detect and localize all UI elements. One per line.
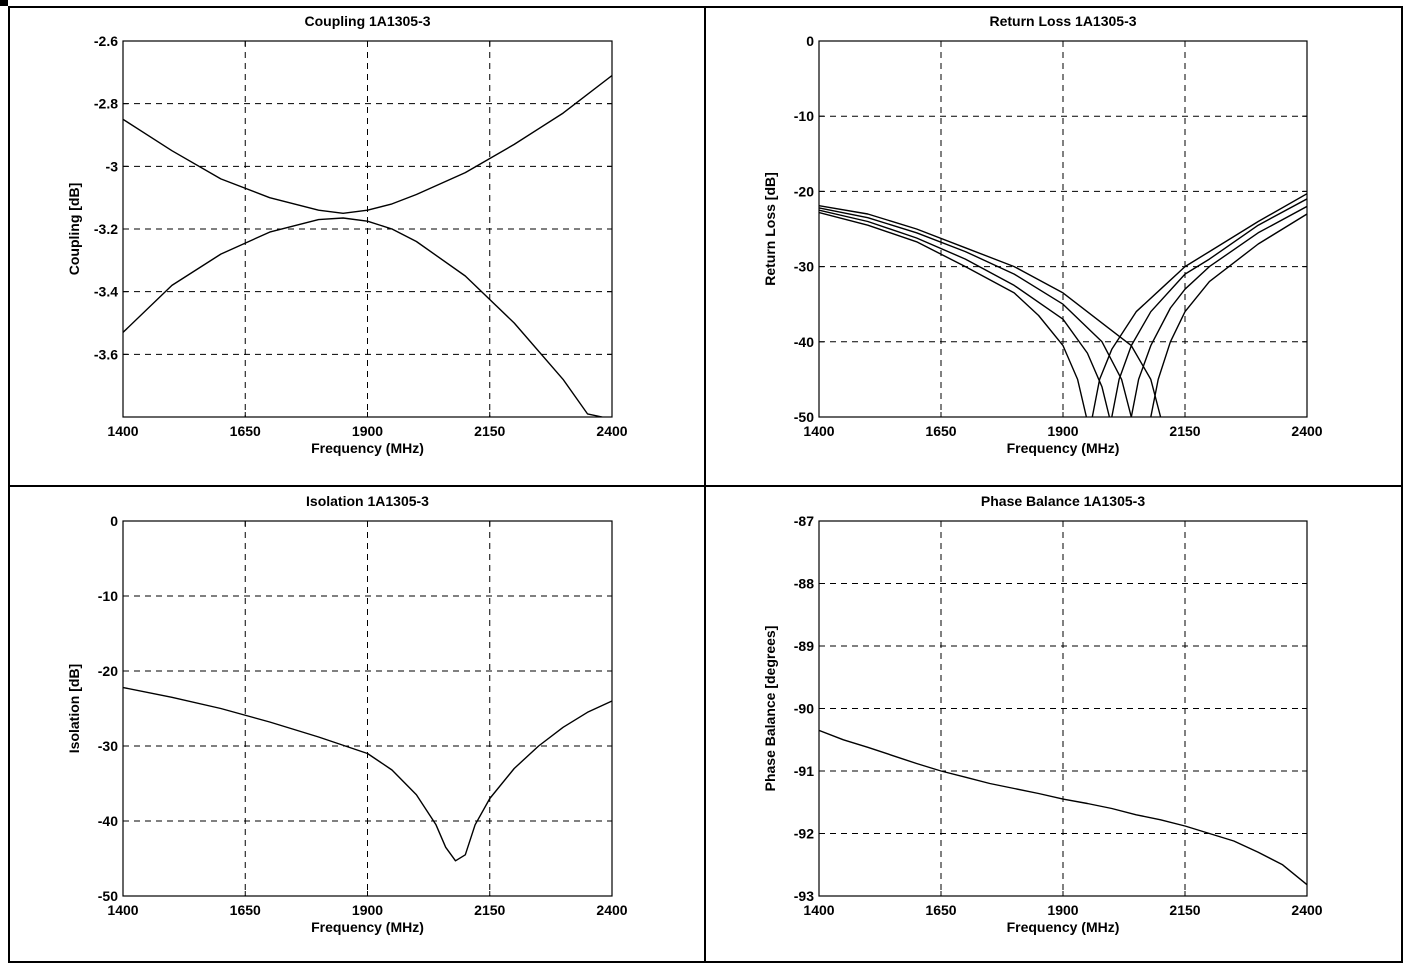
- y-tick-label: -3.4: [94, 284, 118, 300]
- chart-panel-4: 1400 1650 1900 2150 2400 -87 -88 -89 -90 -91 -92 -9…: [762, 493, 1323, 935]
- x-tick-label: 1900: [1047, 902, 1078, 918]
- y-tick-label: -90: [794, 701, 814, 717]
- chart-panel-3: 1400 1650 1900 2150 2400 0 -10 -20 -30 -40 -50 Isol…: [66, 493, 628, 935]
- y-tick-label: -30: [98, 738, 118, 754]
- x-axis-label: Frequency (MHz): [1007, 440, 1120, 456]
- y-axis-label: Isolation [dB]: [66, 664, 82, 753]
- chart-title: Return Loss 1A1305-3: [989, 13, 1136, 29]
- y-tick-label: -2.8: [94, 96, 118, 112]
- y-tick-label: 0: [806, 33, 814, 49]
- y-tick-label: -88: [794, 576, 814, 592]
- series-line: [1150, 213, 1307, 417]
- chart-title: Coupling 1A1305-3: [304, 13, 430, 29]
- y-tick-label: -40: [98, 813, 118, 829]
- y-tick-label: -3.2: [94, 221, 118, 237]
- series-line: [123, 74, 612, 215]
- y-axis-label: Return Loss [dB]: [762, 172, 778, 286]
- x-tick-label: 2400: [596, 423, 627, 439]
- x-tick-label: 2400: [1291, 902, 1322, 918]
- series-line: [819, 207, 1132, 417]
- series-line: [819, 211, 1088, 417]
- y-tick-label: -50: [98, 888, 118, 904]
- x-tick-label: 2400: [596, 902, 627, 918]
- x-tick-label: 1900: [352, 902, 383, 918]
- y-tick-label: -92: [794, 826, 814, 842]
- panel-divider-horizontal: [8, 485, 1403, 487]
- y-tick-label: -10: [98, 588, 118, 604]
- y-tick-label: -50: [794, 409, 814, 425]
- chart-panel-1: 1400 1650 1900 2150 2400 -2.6 -2.8 -3 -3.2 -3.4 -3…: [66, 13, 628, 456]
- x-tick-label: 1400: [107, 423, 138, 439]
- y-tick-label: 0: [110, 513, 118, 529]
- y-axis-label: Coupling [dB]: [66, 183, 82, 276]
- series-line: [819, 205, 1162, 417]
- x-axis-label: Frequency (MHz): [1007, 919, 1120, 935]
- x-tick-label: 2150: [1169, 423, 1200, 439]
- chart-title: Phase Balance 1A1305-3: [981, 493, 1145, 509]
- corner-mark: [0, 0, 8, 6]
- x-tick-label: 1900: [352, 423, 383, 439]
- x-tick-label: 1900: [1047, 423, 1078, 439]
- x-axis-label: Frequency (MHz): [311, 919, 424, 935]
- series-line: [123, 686, 612, 862]
- x-tick-label: 1650: [925, 902, 956, 918]
- y-tick-label: -91: [794, 763, 814, 779]
- x-tick-label: 1400: [107, 902, 138, 918]
- series-line: [1130, 205, 1307, 417]
- panel-divider-vertical: [704, 6, 706, 963]
- x-tick-label: 2150: [474, 902, 505, 918]
- y-tick-label: -10: [794, 108, 814, 124]
- x-tick-label: 2400: [1291, 423, 1322, 439]
- x-tick-label: 1650: [230, 423, 261, 439]
- x-tick-label: 2150: [1169, 902, 1200, 918]
- y-tick-label: -3: [106, 158, 119, 174]
- series-line: [819, 729, 1307, 886]
- x-tick-label: 1650: [925, 423, 956, 439]
- chart-title: Isolation 1A1305-3: [306, 493, 429, 509]
- x-tick-label: 1400: [803, 902, 834, 918]
- x-tick-label: 2150: [474, 423, 505, 439]
- x-axis-label: Frequency (MHz): [311, 440, 424, 456]
- y-tick-label: -87: [794, 513, 814, 529]
- y-tick-label: -93: [794, 888, 814, 904]
- series-line: [1111, 198, 1307, 417]
- y-axis-label: Phase Balance [degrees]: [762, 626, 778, 792]
- y-tick-label: -89: [794, 638, 814, 654]
- x-tick-label: 1650: [230, 902, 261, 918]
- y-tick-label: -30: [794, 259, 814, 275]
- series-line: [1091, 193, 1307, 417]
- x-tick-label: 1400: [803, 423, 834, 439]
- y-tick-label: -2.6: [94, 33, 118, 49]
- y-tick-label: -20: [794, 183, 814, 199]
- y-tick-label: -3.6: [94, 346, 118, 362]
- chart-panel-2: 1400 1650 1900 2150 2400 0 -10 -20 -30 -40 -50 Retu…: [762, 13, 1323, 456]
- y-tick-label: -20: [98, 663, 118, 679]
- series-line: [123, 217, 603, 417]
- y-tick-label: -40: [794, 334, 814, 350]
- series-line: [819, 209, 1111, 417]
